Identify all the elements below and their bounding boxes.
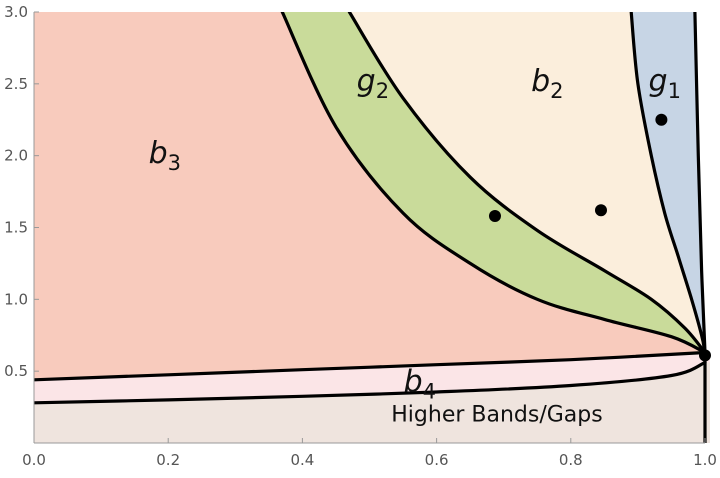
curve-b4-bottom bbox=[34, 360, 707, 405]
regions bbox=[34, 12, 710, 443]
data-point bbox=[655, 113, 668, 126]
axes: 0.0 0.2 0.4 0.6 0.8 1.0 0.5 1.0 1.5 2.0 2.5 3.0 bbox=[4, 3, 717, 469]
y-tick-label: 2.5 bbox=[4, 75, 28, 93]
boundary-curves bbox=[34, 12, 707, 443]
y-tick-label: 1.0 bbox=[4, 290, 28, 308]
data-point bbox=[594, 204, 607, 217]
region-b2 bbox=[349, 12, 710, 353]
x-tick-label: 1.0 bbox=[693, 451, 717, 469]
y-tick-label: 0.5 bbox=[4, 362, 28, 380]
data-point bbox=[488, 210, 501, 223]
x-tick-label: 0.6 bbox=[425, 451, 449, 469]
x-tick-label: 0.0 bbox=[22, 451, 46, 469]
region-higher-bands bbox=[34, 362, 710, 443]
x-tick-label: 0.4 bbox=[290, 451, 314, 469]
y-tick-label: 2.0 bbox=[4, 147, 28, 165]
curve-b4-top bbox=[34, 350, 707, 382]
region-outside bbox=[694, 12, 710, 353]
curve-g2-left bbox=[280, 12, 707, 355]
data-point bbox=[699, 349, 711, 362]
y-tick-label: 3.0 bbox=[4, 3, 28, 21]
data-points bbox=[488, 113, 711, 362]
curve-g2-right bbox=[347, 12, 707, 355]
x-tick-label: 0.2 bbox=[156, 451, 180, 469]
region-label-b3: b3 bbox=[149, 136, 181, 175]
annotation-higher-bands: Higher Bands/Gaps bbox=[391, 402, 602, 427]
x-tick-label: 0.8 bbox=[559, 451, 583, 469]
region-g1 bbox=[631, 12, 710, 353]
curve-g1-right bbox=[693, 12, 707, 355]
curve-g1-left bbox=[629, 12, 707, 355]
y-tick-label: 1.5 bbox=[4, 219, 28, 237]
